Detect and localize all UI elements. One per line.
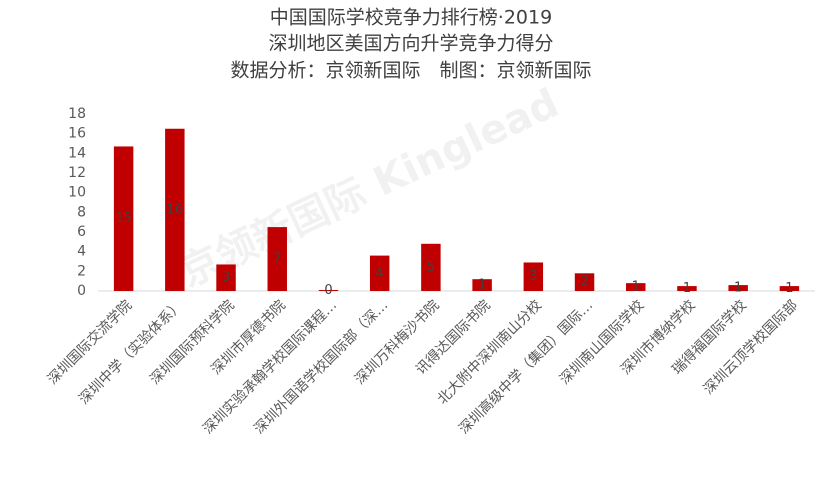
y-tick-label: 4 — [77, 244, 86, 260]
bar — [267, 227, 287, 291]
y-tick-label: 0 — [77, 283, 86, 299]
value-label: 1 — [683, 281, 691, 296]
value-label: 2 — [580, 275, 588, 290]
bar — [728, 285, 748, 291]
bar — [574, 273, 595, 291]
bar — [677, 286, 697, 291]
y-tick-label: 12 — [68, 165, 86, 181]
value-label: 5 — [427, 260, 435, 275]
bar — [779, 286, 800, 291]
chart-credit: 数据分析：京领新国际 制图：京领新国际 — [230, 60, 591, 82]
y-tick-label: 16 — [68, 126, 86, 142]
bar — [369, 255, 390, 291]
bar — [216, 264, 236, 291]
bar — [523, 262, 544, 291]
value-label: 4 — [376, 266, 384, 281]
x-tick-label: 深圳国际交流学院 — [44, 297, 135, 388]
value-label: 3 — [222, 270, 230, 285]
x-tick-label: 深圳云顶学校国际部 — [700, 297, 801, 398]
value-label: 0 — [324, 283, 332, 298]
bar — [421, 243, 441, 291]
x-tick-label: 北大附中深圳南山分校 — [434, 297, 545, 408]
bar — [472, 279, 492, 291]
value-label: 1 — [734, 281, 742, 296]
value-label: 7 — [273, 252, 281, 267]
value-label: 1 — [632, 280, 640, 295]
bar — [113, 146, 134, 291]
y-tick-label: 8 — [77, 204, 86, 220]
y-tick-label: 14 — [68, 145, 86, 161]
y-tick-label: 2 — [77, 263, 86, 279]
bar — [318, 290, 339, 291]
value-label: 1 — [785, 281, 793, 296]
bar — [165, 128, 185, 291]
bar — [626, 283, 646, 291]
y-tick-label: 10 — [68, 185, 86, 201]
x-tick-label: 深圳南山国际学校 — [556, 297, 647, 388]
y-tick-label: 18 — [68, 106, 86, 122]
value-label: 3 — [529, 269, 537, 284]
y-tick-label: 6 — [77, 224, 86, 240]
chart-title: 中国国际学校竞争力排行榜·2019 — [270, 7, 552, 29]
value-label: 15 — [115, 211, 132, 226]
value-label: 1 — [478, 278, 486, 293]
value-label: 16 — [167, 202, 184, 217]
chart-subtitle: 深圳地区美国方向升学竞争力得分 — [268, 33, 553, 55]
watermark: 京领新国际 Kinglead — [173, 80, 566, 296]
